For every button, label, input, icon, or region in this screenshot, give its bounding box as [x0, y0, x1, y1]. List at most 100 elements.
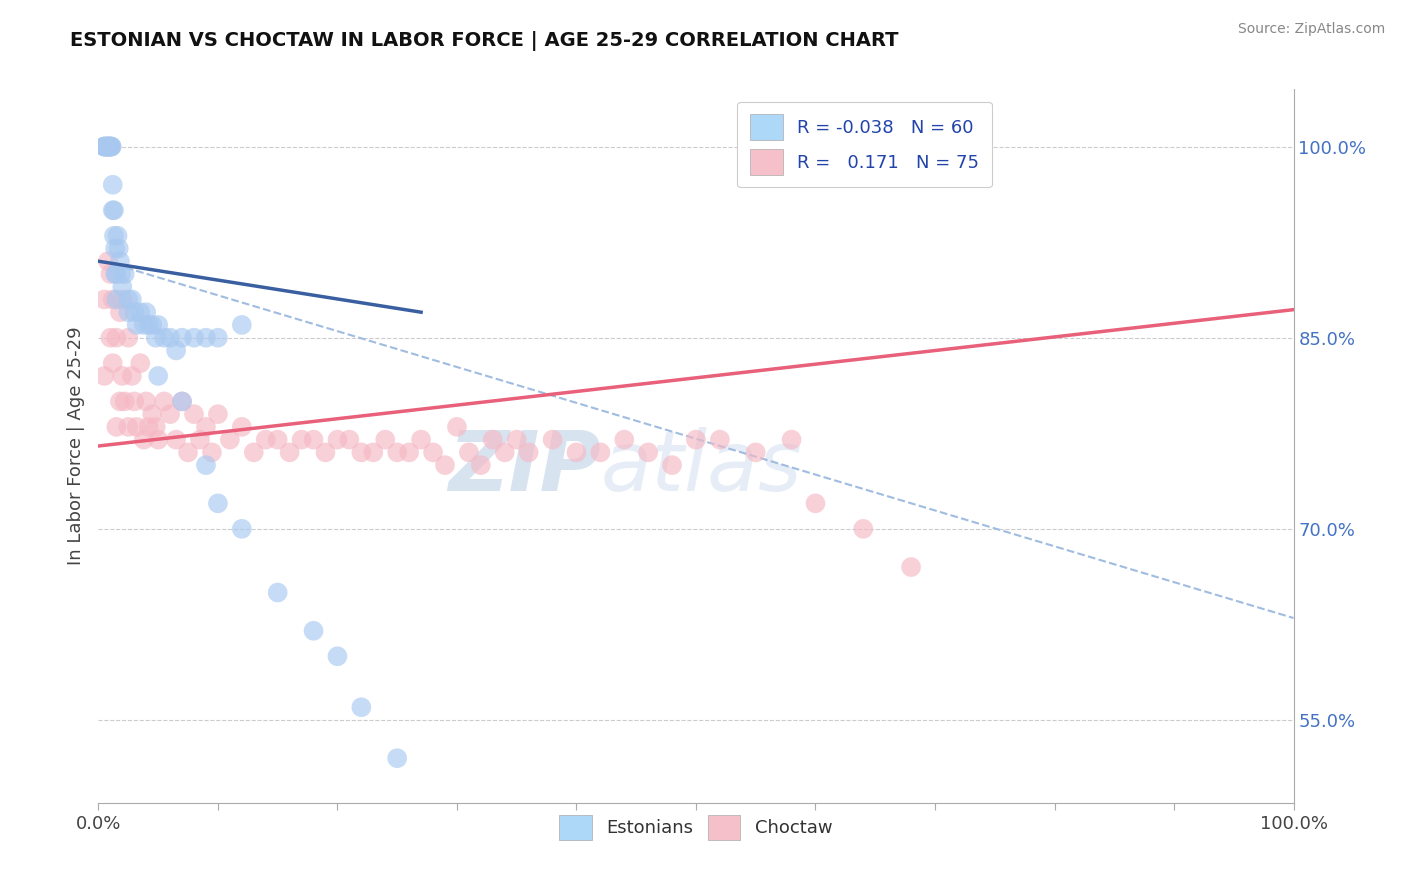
Point — [108, 254, 131, 268]
Point — [97, 139, 120, 153]
Point — [138, 420, 160, 434]
Point — [254, 433, 277, 447]
Point — [481, 433, 505, 447]
Point — [96, 139, 118, 153]
Point — [97, 139, 120, 153]
Point — [108, 394, 131, 409]
Point — [111, 279, 134, 293]
Point — [165, 343, 187, 358]
Point — [172, 394, 194, 409]
Point — [374, 433, 396, 447]
Point — [613, 433, 636, 447]
Point — [506, 433, 529, 447]
Point — [111, 293, 134, 307]
Point — [125, 318, 148, 332]
Point — [100, 139, 122, 153]
Text: Source: ZipAtlas.com: Source: ZipAtlas.com — [1237, 22, 1385, 37]
Point — [195, 331, 218, 345]
Point — [105, 331, 128, 345]
Point — [108, 305, 131, 319]
Point — [145, 331, 167, 345]
Point — [278, 445, 301, 459]
Point — [153, 394, 176, 409]
Point — [93, 139, 115, 153]
Point — [104, 267, 127, 281]
Point — [117, 331, 139, 345]
Point — [207, 407, 229, 421]
Point — [195, 458, 218, 472]
Point — [231, 420, 253, 434]
Point — [110, 267, 132, 281]
Point — [124, 394, 146, 409]
Point — [141, 407, 163, 421]
Point — [231, 522, 253, 536]
Point — [589, 445, 612, 459]
Point — [98, 139, 121, 153]
Point — [411, 433, 433, 447]
Point — [98, 139, 121, 153]
Text: ZIP: ZIP — [447, 427, 600, 508]
Point — [105, 293, 128, 307]
Point — [101, 356, 124, 370]
Point — [93, 293, 115, 307]
Point — [326, 433, 349, 447]
Point — [105, 420, 128, 434]
Legend: Estonians, Choctaw: Estonians, Choctaw — [553, 807, 839, 847]
Point — [804, 496, 827, 510]
Point — [159, 331, 181, 345]
Point — [637, 445, 659, 459]
Point — [132, 318, 155, 332]
Point — [177, 445, 200, 459]
Point — [148, 318, 170, 332]
Point — [98, 267, 122, 281]
Point — [541, 433, 564, 447]
Point — [780, 433, 803, 447]
Point — [93, 368, 115, 383]
Point — [121, 293, 143, 307]
Point — [135, 394, 157, 409]
Point — [129, 305, 152, 319]
Point — [103, 228, 125, 243]
Point — [350, 700, 373, 714]
Point — [101, 293, 124, 307]
Point — [107, 228, 129, 243]
Point — [117, 293, 139, 307]
Point — [201, 445, 224, 459]
Point — [100, 139, 122, 153]
Point — [470, 458, 492, 472]
Point — [446, 420, 468, 434]
Point — [93, 139, 115, 153]
Point — [315, 445, 337, 459]
Point — [745, 445, 768, 459]
Point — [422, 445, 444, 459]
Point — [125, 420, 148, 434]
Point — [129, 356, 152, 370]
Point — [172, 394, 194, 409]
Point — [148, 433, 170, 447]
Point — [326, 649, 349, 664]
Point — [207, 331, 229, 345]
Point — [517, 445, 540, 459]
Point — [565, 445, 588, 459]
Point — [398, 445, 420, 459]
Point — [165, 433, 187, 447]
Point — [207, 496, 229, 510]
Point — [709, 433, 731, 447]
Point — [900, 560, 922, 574]
Point — [291, 433, 314, 447]
Point — [385, 751, 409, 765]
Point — [97, 254, 120, 268]
Point — [219, 433, 242, 447]
Point — [434, 458, 457, 472]
Point — [107, 242, 129, 256]
Point — [111, 368, 134, 383]
Point — [685, 433, 707, 447]
Point — [267, 585, 290, 599]
Point — [96, 139, 118, 153]
Point — [117, 305, 139, 319]
Point — [267, 433, 290, 447]
Point — [103, 203, 125, 218]
Point — [114, 267, 136, 281]
Point — [494, 445, 516, 459]
Point — [132, 433, 155, 447]
